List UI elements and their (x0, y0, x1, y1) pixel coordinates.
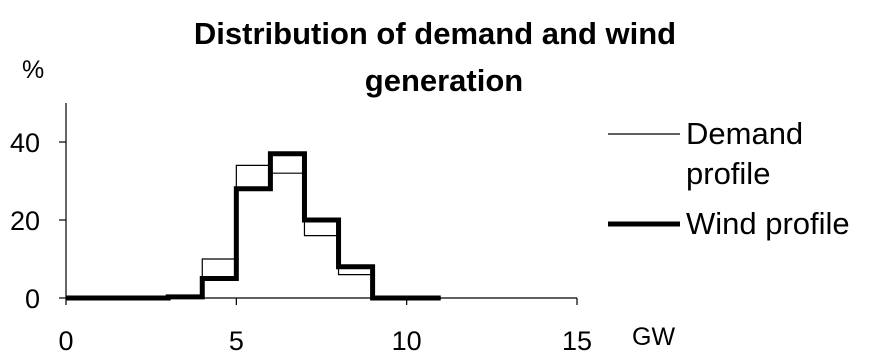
x-tick-label: 0 (58, 326, 73, 354)
series-layer (66, 151, 441, 301)
legend-label-wind: Wind profile (686, 206, 850, 241)
chart-title-line-1: Distribution of demand and wind (194, 16, 676, 51)
legend-label-demand-line-2: profile (686, 156, 770, 191)
y-tick-label: 0 (25, 284, 40, 314)
tick-labels: 0 5 10 15 0 20 40 (10, 128, 592, 354)
legend: Demand profile Wind profile (608, 116, 850, 241)
chart-title-line-2: generation (365, 63, 523, 98)
series-line-demand (66, 164, 441, 299)
x-tick-label: 10 (392, 326, 422, 354)
series-line-wind (66, 151, 441, 301)
y-axis-label: % (22, 56, 44, 84)
y-tick-label: 40 (10, 128, 40, 158)
legend-label-demand-line-1: Demand (686, 116, 803, 151)
x-tick-label: 15 (562, 326, 592, 354)
axes (59, 103, 578, 305)
x-axis-label: GW (632, 323, 675, 351)
x-tick-label: 5 (229, 326, 244, 354)
y-tick-label: 20 (10, 206, 40, 236)
